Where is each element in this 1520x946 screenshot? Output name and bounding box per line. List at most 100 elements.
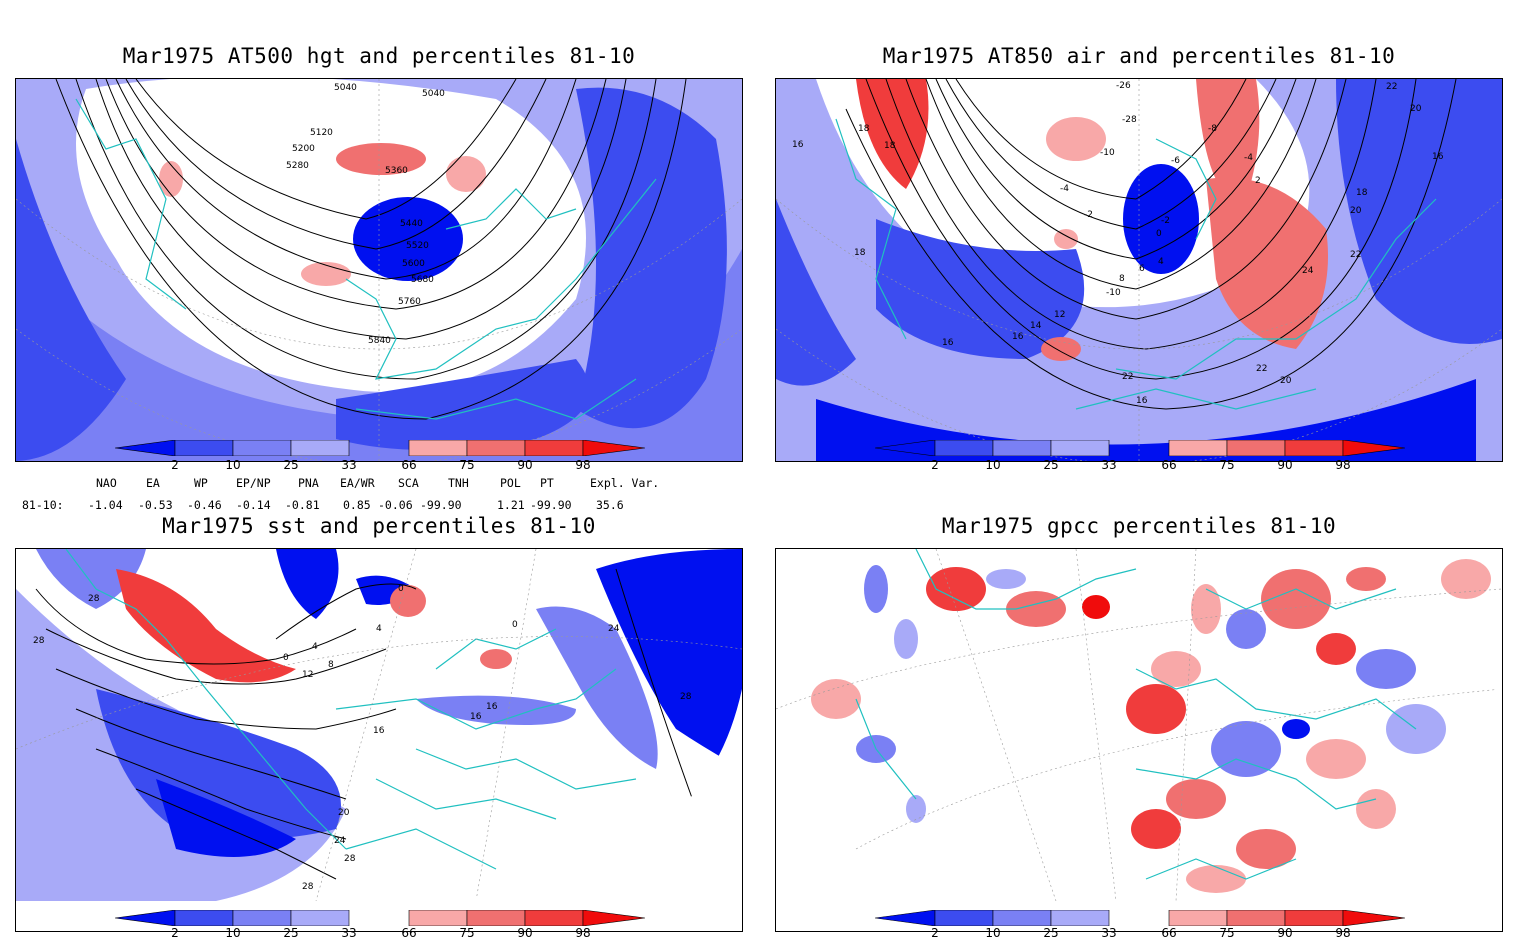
panel-title-sst: Mar1975 sst and percentiles 81-10 [162, 514, 596, 538]
percentile-region [416, 695, 576, 725]
contour-label: 8 [1119, 274, 1125, 284]
percentile-region [776, 199, 856, 386]
map-panel-hgt[interactable]: 5040 5040 5120 5200 5280 5360 5440 5520 … [15, 78, 743, 462]
percentile-region [596, 549, 742, 769]
percentile-region [336, 359, 590, 450]
precip-blob [1226, 609, 1266, 649]
contour-label: -8 [1208, 124, 1217, 134]
precip-blob [1131, 809, 1181, 849]
contour-label: 24 [608, 624, 620, 634]
index-header: POL [500, 476, 521, 490]
map-panel-sst[interactable]: 28 28 0 0 4 4 8 12 16 16 20 24 28 28 24 … [15, 548, 743, 932]
precip-blob [1126, 684, 1186, 734]
index-value: 35.6 [596, 498, 624, 512]
precip-blob [811, 679, 861, 719]
contour-label: 18 [858, 124, 870, 134]
precip-blob [1261, 569, 1331, 629]
contour-label: 20 [1410, 104, 1422, 114]
index-value: -0.81 [285, 498, 320, 512]
contour-label: 6 [1139, 264, 1145, 274]
colorbar-tick: 75 [459, 458, 475, 472]
precip-blob [1346, 567, 1386, 591]
colorbar-tick: 75 [1219, 458, 1235, 472]
contour-label: 16 [1136, 396, 1148, 406]
percentile-region [876, 219, 1085, 359]
contour-label: 2 [1255, 176, 1261, 186]
map-panel-air[interactable]: -26 -28 -10 -8 -6 -4 -4 2 -2 -2 0 4 6 8 … [775, 78, 1503, 462]
contour-label: 16 [470, 712, 482, 722]
contour-label: 22 [1350, 250, 1361, 260]
index-value: -0.14 [236, 498, 271, 512]
contour-label: 12 [1054, 310, 1065, 320]
colorbar-tick: 33 [341, 458, 357, 472]
map-panel-gpcc[interactable] [775, 548, 1503, 932]
percentile-region [336, 143, 426, 175]
index-value: -99.90 [420, 498, 462, 512]
contour-label: -4 [1244, 153, 1253, 163]
contour-label: 5120 [310, 128, 333, 138]
index-value: -99.90 [530, 498, 572, 512]
contour-label: 8 [328, 660, 334, 670]
precip-blob [1151, 651, 1201, 687]
index-value: 1.21 [497, 498, 525, 512]
colorbar-tick: 66 [1161, 458, 1177, 472]
colorbar-top-left: 2 10 25 33 66 75 90 98 [114, 439, 646, 476]
colorbar-tick: 66 [401, 458, 417, 472]
colorbar-tick: 98 [1335, 926, 1351, 940]
panel-title-hgt: Mar1975 AT500 hgt and percentiles 81-10 [122, 44, 636, 68]
colorbar-tick: 2 [931, 458, 939, 472]
contour-label: 5040 [334, 83, 357, 93]
contour-label: 14 [1030, 321, 1042, 331]
precip-blob [894, 619, 918, 659]
precip-blob [1082, 595, 1110, 619]
contour-label: 16 [373, 726, 385, 736]
contour-label: 18 [1356, 188, 1368, 198]
contour-label: 0 [283, 653, 289, 663]
colorbar-tick: 25 [283, 926, 299, 940]
colorbar-tick: 25 [283, 458, 299, 472]
contour-label: -10 [1100, 148, 1115, 158]
percentile-region [576, 87, 727, 429]
percentile-region [16, 139, 126, 461]
contour-label: 22 [1256, 364, 1267, 374]
contour-label: 16 [1432, 152, 1444, 162]
contour-label: -4 [1060, 184, 1069, 194]
percentile-region [390, 585, 426, 617]
percentile-region [156, 779, 296, 857]
panel-title-gpcc: Mar1975 gpcc percentiles 81-10 [941, 514, 1337, 538]
colorbar-tick: 10 [985, 458, 1001, 472]
colorbar-tick: 25 [1043, 458, 1059, 472]
contour-label: 0 [1156, 229, 1162, 239]
percentile-region [480, 649, 512, 669]
colorbar-tick: 90 [1277, 926, 1293, 940]
contour-label: -28 [1122, 115, 1137, 125]
index-value: -0.46 [187, 498, 222, 512]
contour-label: 5600 [402, 259, 425, 269]
colorbar-tick: 98 [1335, 458, 1351, 472]
index-header: PNA [298, 476, 319, 490]
percentile-region [856, 79, 929, 189]
contour-label: 18 [884, 141, 896, 151]
contour-label: -10 [1106, 288, 1121, 298]
percentile-region [536, 606, 658, 769]
percentile-region [96, 689, 341, 839]
colorbar-tick: 90 [517, 458, 533, 472]
index-header: EP/NP [236, 476, 271, 490]
contour-label: 28 [33, 636, 45, 646]
contour-label: 5760 [398, 297, 421, 307]
contour-label: 18 [854, 248, 866, 258]
precip-blob [1166, 779, 1226, 819]
contour-label: 16 [486, 702, 498, 712]
index-header: EA/WR [340, 476, 375, 490]
precip-blob [1356, 649, 1416, 689]
contour-label: 22 [1386, 82, 1397, 92]
colorbar-tick: 25 [1043, 926, 1059, 940]
precip-blob [986, 569, 1026, 589]
index-header: Expl. Var. [590, 476, 660, 490]
precip-blob [1211, 721, 1281, 777]
contour-label: -6 [1171, 156, 1180, 166]
precip-blob [1282, 719, 1310, 739]
contour-label: 28 [344, 854, 356, 864]
contour-label: 20 [1280, 376, 1292, 386]
contour-label: 4 [312, 642, 318, 652]
